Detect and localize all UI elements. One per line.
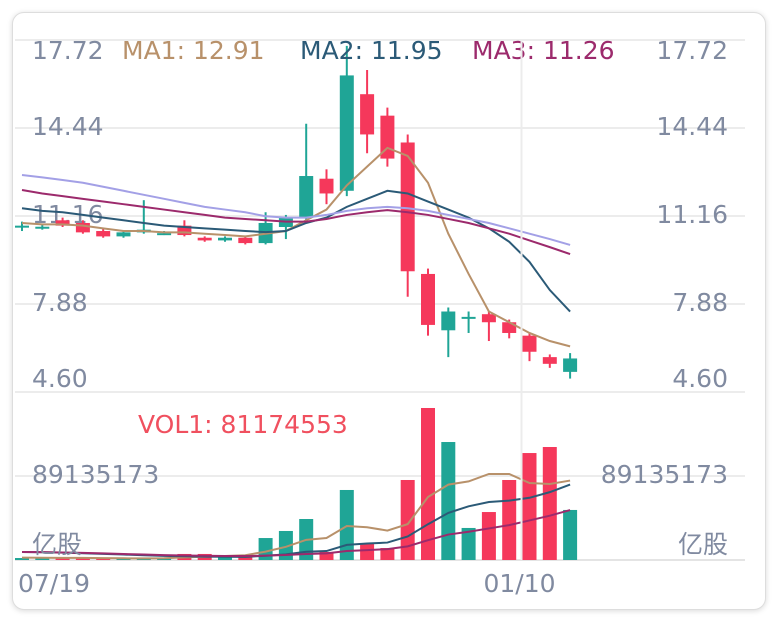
candle-body xyxy=(522,335,537,352)
volume-bar xyxy=(563,509,578,560)
volume-bar xyxy=(461,527,476,560)
candle-body xyxy=(380,115,395,159)
volume-bar xyxy=(75,558,90,560)
candle-body xyxy=(319,178,334,194)
volume-bar xyxy=(360,543,375,560)
candle-body xyxy=(421,273,435,325)
y-tick-label: 4.60 xyxy=(32,364,88,393)
ma-line xyxy=(21,173,571,246)
volume-bar xyxy=(542,447,557,560)
candle-body xyxy=(502,322,517,333)
y-tick-label: 17.72 xyxy=(32,36,104,65)
volume-bar xyxy=(218,556,232,560)
volume-bar xyxy=(400,479,415,560)
volume-bar xyxy=(278,530,293,560)
y-tick-label: 14.44 xyxy=(32,112,104,141)
candle-body xyxy=(360,94,375,135)
volume-bar xyxy=(319,551,334,560)
chart-card xyxy=(12,12,766,610)
candle-body xyxy=(441,311,456,331)
volume-bar xyxy=(55,558,70,560)
candle-body xyxy=(35,226,50,229)
volume-bar xyxy=(15,558,29,560)
candle-body xyxy=(197,237,212,241)
candle-body xyxy=(299,176,314,218)
ma-line xyxy=(21,146,571,348)
x-tick-label: 01/10 xyxy=(483,569,555,598)
ma-line xyxy=(21,188,571,256)
candle-body xyxy=(481,314,496,323)
y-tick-label-right: 17.72 xyxy=(656,36,728,65)
y-tick-label: 89135173 xyxy=(32,460,159,489)
x-tick-label: 07/19 xyxy=(18,569,90,598)
volume-bar xyxy=(481,512,496,560)
candle-body xyxy=(75,222,90,233)
ma-line xyxy=(21,189,571,313)
candle-body xyxy=(563,358,578,372)
candle-body xyxy=(96,231,111,237)
y-tick-label-right: 4.60 xyxy=(672,364,728,393)
candle-body xyxy=(116,232,131,237)
volume-bar xyxy=(522,453,537,560)
candle-body xyxy=(400,142,415,272)
y-tick-label-right: 14.44 xyxy=(656,112,728,141)
y-tick-label-right: 7.88 xyxy=(672,288,728,317)
candle-body xyxy=(542,357,557,364)
volume-bar xyxy=(35,558,50,560)
legend-entry: MA1: 12.91 xyxy=(122,36,265,65)
candle-body xyxy=(55,220,70,226)
y-tick-label-right: 89135173 xyxy=(601,460,728,489)
y-tick-label-right: 11.16 xyxy=(656,200,728,229)
legend-entry: MA3: 11.26 xyxy=(472,36,615,65)
y-tick-label: 7.88 xyxy=(32,288,88,317)
candle-body xyxy=(238,237,253,244)
ma-line xyxy=(21,472,571,560)
candle-body xyxy=(15,225,29,228)
candle-body xyxy=(177,225,192,236)
volume-bar xyxy=(96,558,111,560)
candle-body xyxy=(461,316,476,319)
ma-line xyxy=(21,509,571,558)
legend-entry: MA2: 11.95 xyxy=(300,36,443,65)
candle-body xyxy=(157,233,172,236)
volume-bar xyxy=(441,442,456,560)
volume-bar xyxy=(258,538,273,560)
candle-body xyxy=(218,237,232,241)
volume-bar xyxy=(502,479,517,560)
volume-label: VOL1: 81174553 xyxy=(138,410,348,439)
volume-bar xyxy=(421,407,435,560)
volume-bar xyxy=(116,558,131,560)
unit-label-right: 亿股 xyxy=(678,530,728,559)
unit-label: 亿股 xyxy=(32,530,82,559)
candle-body xyxy=(339,75,354,191)
volume-bar xyxy=(380,548,395,560)
